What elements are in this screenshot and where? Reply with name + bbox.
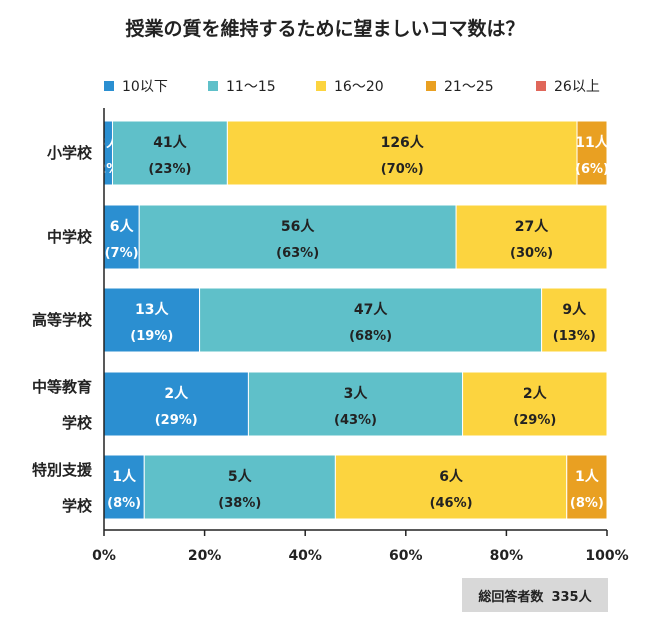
legend-label: 16〜20 xyxy=(334,79,384,95)
bar-count-label: 1人 xyxy=(575,468,600,485)
bar-percent-label: (29%) xyxy=(513,413,556,428)
category-label: 特別支援 xyxy=(32,461,93,479)
bar-segment xyxy=(103,371,249,437)
bar-segment xyxy=(455,204,608,270)
total-value: 335人 xyxy=(551,589,592,605)
legend-label: 10以下 xyxy=(122,79,168,95)
bar-percent-label: (23%) xyxy=(148,162,191,177)
bar-count-label: 47人 xyxy=(354,301,388,318)
category-label: 小学校 xyxy=(47,144,93,162)
bar-count-label: 9人 xyxy=(562,301,587,318)
x-tick-label: 100% xyxy=(585,548,628,564)
legend-label: 21〜25 xyxy=(444,79,494,95)
bar-count-label: 11人 xyxy=(575,134,609,151)
chart-title: 授業の質を維持するために望ましいコマ数は？ xyxy=(125,18,525,40)
bar-count-label: 6人 xyxy=(439,468,464,485)
legend: 10以下 11〜15 16〜20 21〜25 26以上 xyxy=(104,76,624,96)
bar-segment xyxy=(462,371,608,437)
x-tick-label: 0% xyxy=(92,548,116,564)
bar-count-label: 2人 xyxy=(164,385,189,402)
bar-count-label: 3人 xyxy=(344,385,369,402)
bar-segment xyxy=(138,204,457,270)
legend-item: 21〜25 xyxy=(426,76,494,96)
bar-percent-label: (38%) xyxy=(218,496,261,511)
bar-percent-label: (6%) xyxy=(575,162,609,177)
bar-percent-label: (43%) xyxy=(334,413,377,428)
bar-segment xyxy=(103,287,201,353)
bar-count-label: 5人 xyxy=(228,468,253,485)
bar-count-label: 27人 xyxy=(515,218,549,235)
legend-swatch xyxy=(208,81,218,91)
legend-swatch xyxy=(104,81,114,91)
bar-segment xyxy=(576,120,608,186)
total-label: 総回答者数 xyxy=(478,589,544,605)
x-tick-label: 40% xyxy=(288,548,322,564)
legend-item: 10以下 xyxy=(104,76,168,96)
bar-segment xyxy=(541,287,608,353)
legend-label: 26以上 xyxy=(554,79,600,95)
bar-segment xyxy=(566,454,608,520)
legend-label: 11〜15 xyxy=(226,79,276,95)
bar-segment xyxy=(103,204,140,270)
bar-segment xyxy=(143,454,336,520)
legend-item: 16〜20 xyxy=(316,76,384,96)
bar-segment xyxy=(103,454,145,520)
x-tick-label: 60% xyxy=(389,548,423,564)
bar-count-label: 56人 xyxy=(281,218,315,235)
category-label: 学校 xyxy=(62,497,93,515)
bar-count-label: 2人 xyxy=(523,385,548,402)
bar-percent-label: (8%) xyxy=(570,496,604,511)
legend-swatch xyxy=(316,81,326,91)
bar-percent-label: (70%) xyxy=(381,162,424,177)
category-label: 学校 xyxy=(62,414,93,432)
x-tick-label: 80% xyxy=(490,548,524,564)
bar-count-label: 6人 xyxy=(110,218,135,235)
bar-percent-label: (7%) xyxy=(105,246,139,261)
legend-item: 26以上 xyxy=(536,76,600,96)
bar-percent-label: (13%) xyxy=(553,329,596,344)
legend-swatch xyxy=(536,81,546,91)
bar-count-label: 41人 xyxy=(153,134,187,151)
bar-count-label: 126人 xyxy=(381,134,425,151)
bar-percent-label: (30%) xyxy=(510,246,553,261)
bar-percent-label: (19%) xyxy=(130,329,173,344)
category-label: 中等教育 xyxy=(32,378,92,396)
legend-item: 11〜15 xyxy=(208,76,276,96)
bar-percent-label: (46%) xyxy=(430,496,473,511)
bar-percent-label: (68%) xyxy=(349,329,392,344)
bar-count-label: 13人 xyxy=(135,301,169,318)
bar-percent-label: (63%) xyxy=(276,246,319,261)
legend-swatch xyxy=(426,81,436,91)
bar-percent-label: (8%) xyxy=(107,496,141,511)
bar-segment xyxy=(334,454,568,520)
x-tick-label: 20% xyxy=(188,548,222,564)
bar-segment xyxy=(247,371,464,437)
category-label: 中学校 xyxy=(47,228,93,246)
bar-percent-label: (29%) xyxy=(155,413,198,428)
category-label: 高等学校 xyxy=(32,311,93,329)
bar-count-label: 1人 xyxy=(112,468,137,485)
total-respondents-box: 総回答者数 335人 xyxy=(462,578,608,612)
